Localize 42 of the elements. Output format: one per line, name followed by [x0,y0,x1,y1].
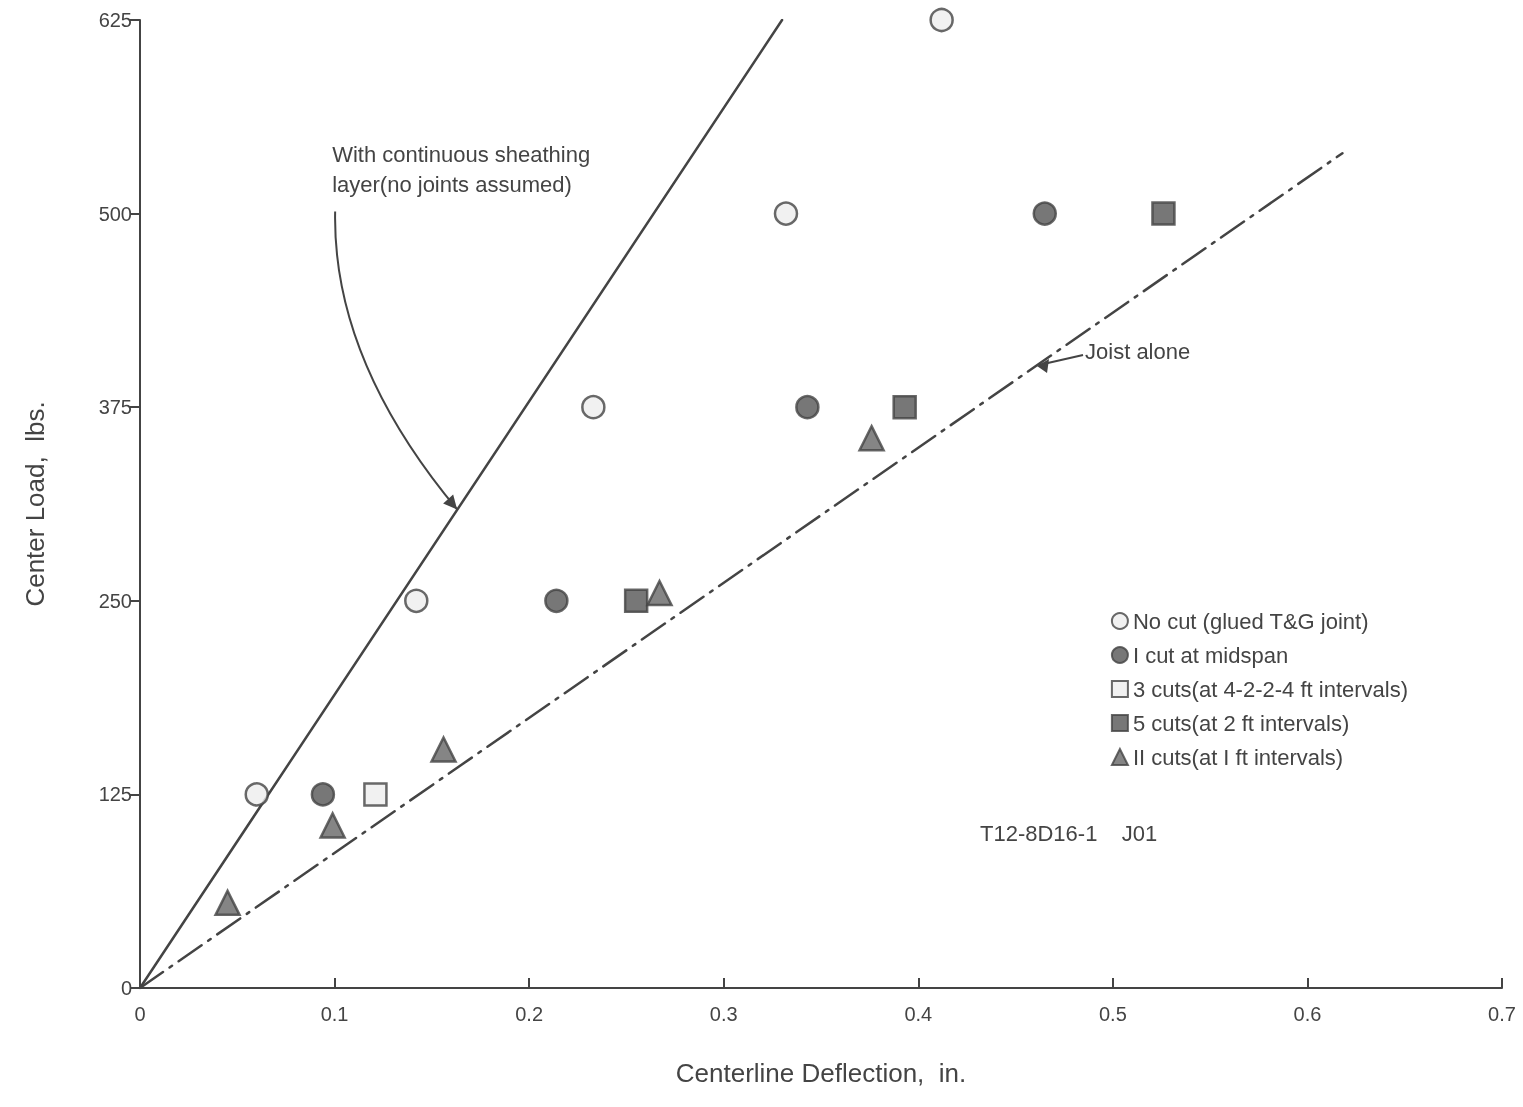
point [646,579,673,607]
point [929,7,954,33]
point [795,394,820,420]
point [773,201,799,226]
point [544,588,569,614]
x-axis-title: Centerline Deflection, in. [675,1058,967,1088]
point [623,588,649,614]
x-tick-label: 0 [134,1003,146,1025]
y-tick-label: 625 [98,9,132,31]
y-tick-label: 125 [98,783,132,806]
legend-label: II cuts(at I ft intervals) [1132,744,1344,770]
x-tick-label: 0.4 [904,1003,933,1025]
annotation: T12-8D16-1 J01 [980,820,1158,846]
point [892,394,917,420]
x-tick-label: 0.1 [320,1003,349,1025]
point [581,394,606,420]
point [430,736,457,763]
y-tick-label: 375 [98,396,132,419]
x-tick-label: 0.6 [1293,1003,1322,1025]
point [244,782,269,807]
point [319,812,346,839]
legend-label: 5 cuts(at 2 ft intervals) [1132,710,1350,736]
y-axis-title: Center Load, lbs. [20,401,50,607]
point [310,782,336,807]
legend-label: I cut at midspan [1132,642,1289,668]
y-tick-label: 500 [98,202,132,225]
y-tick-label: 0 [120,977,132,999]
legend-label: No cut (glued T&G joint) [1132,608,1369,634]
x-tick-label: 0.5 [1098,1003,1127,1025]
annotation: Joist alone [1085,339,1191,365]
x-tick-label: 0.2 [515,1003,544,1025]
point [1032,201,1058,226]
point [858,424,885,452]
x-tick-label: 0.3 [709,1003,738,1025]
annotation: With continuous sheathing layer(no joints assumed) [332,141,597,197]
point [1151,201,1176,226]
point [214,889,241,917]
x-tick-label: 0.7 [1488,1003,1516,1025]
point [404,588,429,614]
legend-label: 3 cuts(at 4-2-2-4 ft intervals) [1132,676,1409,702]
y-tick-label: 250 [98,589,132,612]
point [363,782,388,807]
